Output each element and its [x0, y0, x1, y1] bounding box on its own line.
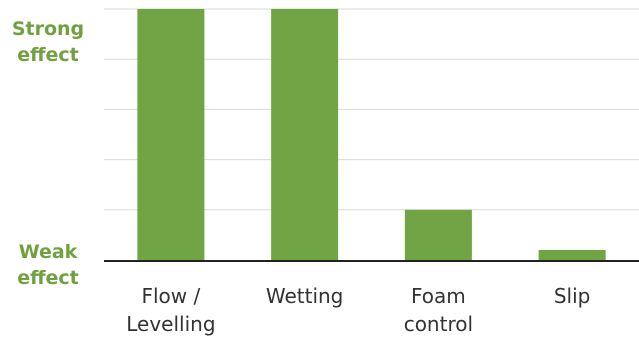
- category-label: Foam: [411, 284, 466, 308]
- y-label-weak-line1: Weak: [18, 241, 78, 263]
- category-label: Slip: [554, 284, 591, 308]
- bar: [404, 209, 472, 260]
- category-labels: Flow / Levelling Wetting Foam control Slip: [126, 284, 590, 336]
- category-label: Flow /: [142, 284, 201, 308]
- category-label: Levelling: [126, 312, 215, 336]
- y-label-weak-line2: effect: [17, 267, 79, 289]
- bar: [271, 9, 339, 260]
- y-label-weak: Weak effect: [6, 239, 90, 291]
- bar: [538, 249, 606, 260]
- y-label-strong-line2: effect: [17, 44, 79, 66]
- category-label: Wetting: [266, 284, 344, 308]
- y-label-strong: Strong effect: [6, 16, 90, 68]
- bars: [137, 9, 606, 260]
- bar: [137, 9, 205, 260]
- category-label: control: [404, 312, 473, 336]
- y-label-strong-line1: Strong: [11, 18, 85, 40]
